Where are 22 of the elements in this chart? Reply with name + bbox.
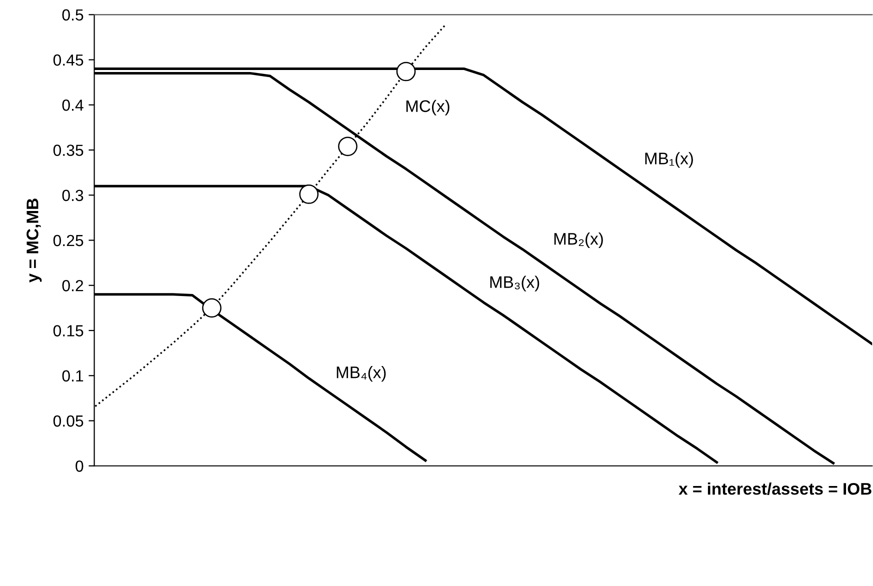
y-tick-label: 0.1 <box>62 370 84 382</box>
x-axis-title: x = interest/assets = IOB <box>678 482 872 495</box>
series-label: MB₄(x) <box>336 366 386 382</box>
point <box>396 62 416 82</box>
y-axis-title: y = MC,MB <box>26 198 42 282</box>
point <box>299 184 319 204</box>
y-tick-label: 0.5 <box>62 9 84 21</box>
y-tick-label: 0.4 <box>62 100 84 111</box>
y-tick-label: 0.3 <box>62 190 84 202</box>
series-label: MB₃(x) <box>490 276 540 292</box>
point <box>202 298 222 318</box>
y-tick-label: 0.35 <box>53 144 84 156</box>
series-label: MB₂(x) <box>554 232 603 248</box>
series-label: MC(x) <box>406 100 450 116</box>
point <box>338 136 358 156</box>
y-tick-label: 0.2 <box>62 280 84 292</box>
y-tick-label: 0.45 <box>53 54 84 66</box>
series-label: MB₁(x) <box>645 152 693 168</box>
y-tick-label: 0.15 <box>53 325 84 336</box>
y-tick-label: 0.05 <box>53 415 84 427</box>
y-tick-label: 0.25 <box>53 234 84 246</box>
y-tick-label: 0 <box>76 460 84 472</box>
